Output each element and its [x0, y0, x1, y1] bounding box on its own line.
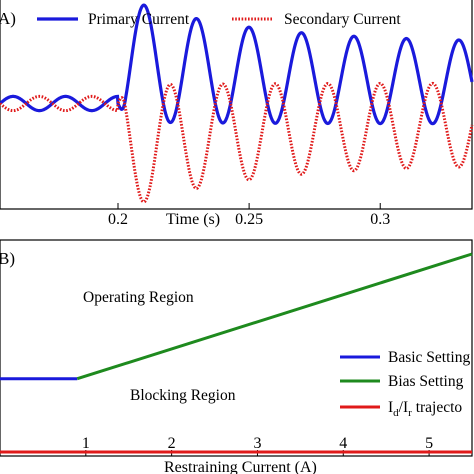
x-tick-label: 3 — [253, 435, 261, 452]
bias-setting-line — [76, 252, 473, 381]
legend-secondary-label: Secondary Current — [284, 11, 401, 28]
panel-b-x-axis-label: Restraining Current (A) — [164, 459, 317, 474]
x-tick-label: 2 — [168, 435, 176, 452]
primary-current-line — [0, 3, 474, 126]
x-tick-label: 0.3 — [370, 211, 390, 228]
x-tick-label: 5 — [425, 435, 433, 452]
x-tick-label: 4 — [339, 435, 347, 452]
legend-bias-setting-label: Bias Setting — [388, 373, 464, 390]
panel-b-frame — [0, 239, 473, 457]
panel-a-legend: Primary Current Secondary Current — [37, 11, 401, 28]
panel-b-series — [0, 252, 473, 454]
legend-primary-label: Primary Current — [88, 11, 190, 28]
panel-a-x-axis-label: Time (s) — [166, 211, 220, 228]
panel-a-chart: A) 0.2 0.25 0.3 Time (s) Primary Current S… — [0, 0, 474, 228]
blocking-region-annotation: Blocking Region — [130, 387, 236, 404]
legend-basic-setting-label: Basic Setting — [388, 349, 470, 366]
panel-a-frame — [0, 0, 473, 210]
panel-b-label: B) — [0, 249, 15, 268]
x-tick-label: 1 — [82, 435, 90, 452]
panel-a-label: A) — [0, 9, 16, 28]
legend-trajectory-label: Id/Ir trajecto — [388, 399, 462, 419]
panel-a-series — [0, 3, 474, 204]
panel-b-legend: Basic Setting Bias Setting Id/Ir traject… — [340, 349, 470, 419]
secondary-current-line — [0, 81, 474, 204]
panel-b-chart: B) 1 2 3 4 5 Operating Region Blocking Regio… — [0, 239, 473, 474]
x-tick-label: 0.25 — [235, 211, 263, 228]
x-tick-label: 0.2 — [108, 211, 128, 228]
operating-region-annotation: Operating Region — [83, 289, 194, 306]
panel-a-ticks: 0.2 0.25 0.3 — [108, 203, 390, 228]
